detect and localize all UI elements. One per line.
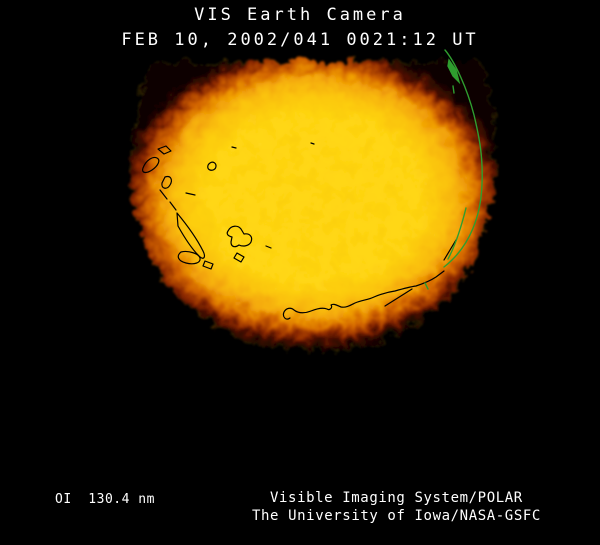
coastline-segment	[159, 189, 177, 211]
credit-line-1: Visible Imaging System/POLAR	[270, 490, 523, 506]
coastline-segment	[202, 260, 214, 270]
green-limb-line	[447, 207, 467, 260]
coastline-segment	[157, 145, 172, 155]
wavelength-label: OI 130.4 nm	[55, 492, 155, 507]
coastline-segment	[207, 161, 217, 171]
coastline-overlay-black	[141, 142, 457, 320]
coastline-segment	[185, 192, 196, 196]
coastline-segment	[282, 270, 445, 320]
green-limb-line	[443, 49, 483, 268]
page-title: VIS Earth Camera	[194, 5, 406, 25]
credit-line-2: The University of Iowa/NASA-GSFC	[252, 508, 541, 524]
disk-limb-falloff	[127, 58, 493, 348]
coastline-segment	[141, 156, 160, 174]
coastline-segment	[384, 288, 413, 307]
coastline-segment	[226, 225, 253, 248]
image-timestamp: FEB 10, 2002/041 0021:12 UT	[121, 30, 479, 50]
coastline-segment	[443, 239, 457, 261]
green-limb-blob	[447, 58, 461, 85]
coastline-segment	[176, 212, 205, 259]
dayglow-disk	[127, 58, 493, 348]
coastline-segment	[231, 142, 315, 149]
green-tick	[452, 85, 455, 94]
coastline-segment	[161, 175, 172, 189]
coastline-segment	[177, 250, 201, 265]
coastline-segment	[265, 245, 272, 249]
green-tick	[424, 282, 429, 290]
coastline-segment	[233, 252, 245, 263]
coastline-overlay-green	[424, 49, 483, 290]
